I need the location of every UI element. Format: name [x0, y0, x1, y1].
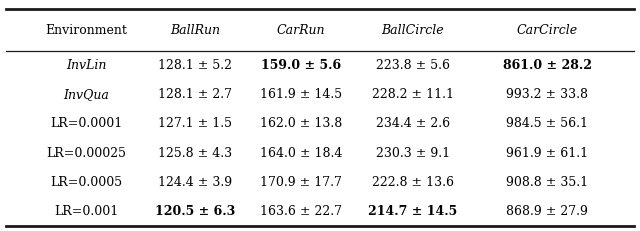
Text: BallRun: BallRun	[170, 24, 220, 36]
Text: 164.0 ± 18.4: 164.0 ± 18.4	[260, 147, 342, 160]
Text: 170.9 ± 17.7: 170.9 ± 17.7	[260, 176, 342, 189]
Text: 961.9 ± 61.1: 961.9 ± 61.1	[506, 147, 588, 160]
Text: 214.7 ± 14.5: 214.7 ± 14.5	[368, 205, 458, 218]
Text: 120.5 ± 6.3: 120.5 ± 6.3	[155, 205, 236, 218]
Text: LR=0.00025: LR=0.00025	[47, 147, 127, 160]
Text: InvQua: InvQua	[63, 88, 109, 101]
Text: 159.0 ± 5.6: 159.0 ± 5.6	[260, 59, 341, 72]
Text: CarRun: CarRun	[276, 24, 325, 36]
Text: 230.3 ± 9.1: 230.3 ± 9.1	[376, 147, 450, 160]
Text: 125.8 ± 4.3: 125.8 ± 4.3	[158, 147, 232, 160]
Text: 128.1 ± 5.2: 128.1 ± 5.2	[158, 59, 232, 72]
Text: 993.2 ± 33.8: 993.2 ± 33.8	[506, 88, 588, 101]
Text: 161.9 ± 14.5: 161.9 ± 14.5	[260, 88, 342, 101]
Text: 861.0 ± 28.2: 861.0 ± 28.2	[502, 59, 592, 72]
Text: LR=0.0005: LR=0.0005	[51, 176, 122, 189]
Text: 223.8 ± 5.6: 223.8 ± 5.6	[376, 59, 450, 72]
Text: 228.2 ± 11.1: 228.2 ± 11.1	[372, 88, 454, 101]
Text: 908.8 ± 35.1: 908.8 ± 35.1	[506, 176, 588, 189]
Text: 984.5 ± 56.1: 984.5 ± 56.1	[506, 118, 588, 131]
Text: CarCircle: CarCircle	[516, 24, 578, 36]
Text: 124.4 ± 3.9: 124.4 ± 3.9	[158, 176, 232, 189]
Text: 163.6 ± 22.7: 163.6 ± 22.7	[260, 205, 342, 218]
Text: LR=0.0001: LR=0.0001	[51, 118, 122, 131]
Text: 222.8 ± 13.6: 222.8 ± 13.6	[372, 176, 454, 189]
Text: 234.4 ± 2.6: 234.4 ± 2.6	[376, 118, 450, 131]
Text: BallCircle: BallCircle	[381, 24, 444, 36]
Text: 127.1 ± 1.5: 127.1 ± 1.5	[158, 118, 232, 131]
Text: 162.0 ± 13.8: 162.0 ± 13.8	[260, 118, 342, 131]
Text: InvLin: InvLin	[66, 59, 107, 72]
Text: LR=0.001: LR=0.001	[54, 205, 118, 218]
Text: 128.1 ± 2.7: 128.1 ± 2.7	[158, 88, 232, 101]
Text: Environment: Environment	[45, 24, 127, 36]
Text: 868.9 ± 27.9: 868.9 ± 27.9	[506, 205, 588, 218]
